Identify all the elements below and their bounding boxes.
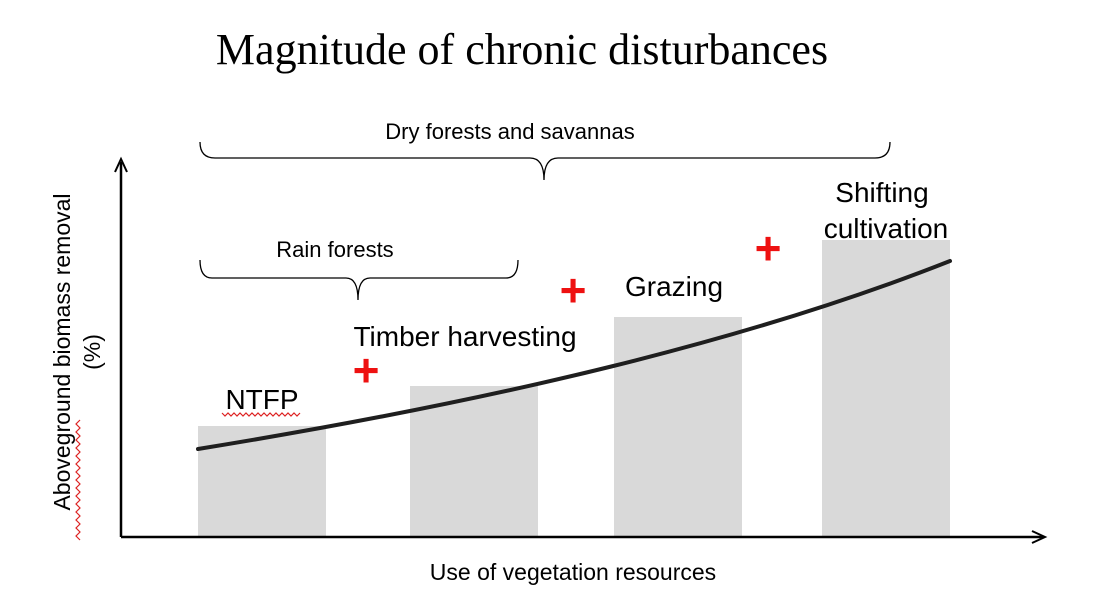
plus-icon-1: + bbox=[353, 344, 380, 396]
bar-shifting-cultivation bbox=[822, 240, 950, 536]
bar-label-grazing: Grazing bbox=[625, 271, 723, 302]
plus-icon-2: + bbox=[560, 264, 587, 316]
dry-forests-brace-icon bbox=[199, 141, 891, 181]
bar-label-timber-harvesting: Timber harvesting bbox=[353, 321, 576, 352]
spellcheck-underline-y bbox=[75, 419, 81, 541]
bar-label-ntfp: NTFP bbox=[225, 384, 298, 415]
y-axis-label-line2: (%) bbox=[79, 334, 105, 370]
diagram-title: Magnitude of chronic disturbances bbox=[216, 25, 828, 74]
y-axis-label: Aboveground biomass removal (%) bbox=[49, 193, 105, 510]
bar-grazing bbox=[614, 317, 742, 536]
dry-forests-label: Dry forests and savannas bbox=[385, 119, 634, 144]
dry-forests-bracket: Dry forests and savannas bbox=[199, 119, 891, 181]
bar-ntfp bbox=[198, 426, 326, 536]
trend-curve bbox=[196, 259, 952, 451]
bar-label-shifting-line2: cultivation bbox=[824, 213, 949, 244]
bars-group bbox=[198, 240, 950, 536]
rain-forests-bracket: Rain forests bbox=[199, 237, 519, 301]
y-axis-arrowhead bbox=[114, 156, 128, 173]
plus-icon-3: + bbox=[755, 222, 782, 274]
x-axis-label: Use of vegetation resources bbox=[430, 559, 716, 585]
x-axis-arrowhead bbox=[1031, 530, 1048, 544]
rain-forests-brace-icon bbox=[199, 259, 519, 301]
rain-forests-label: Rain forests bbox=[276, 237, 393, 262]
spellcheck-underline-ntfp bbox=[221, 412, 301, 417]
y-axis-label-line1: Aboveground biomass removal bbox=[49, 193, 75, 510]
bar-label-shifting-line1: Shifting bbox=[835, 177, 928, 208]
spellcheck-squiggle-y bbox=[80, 528, 92, 540]
axes bbox=[114, 156, 1048, 544]
bar-timber-harvesting bbox=[410, 386, 538, 536]
